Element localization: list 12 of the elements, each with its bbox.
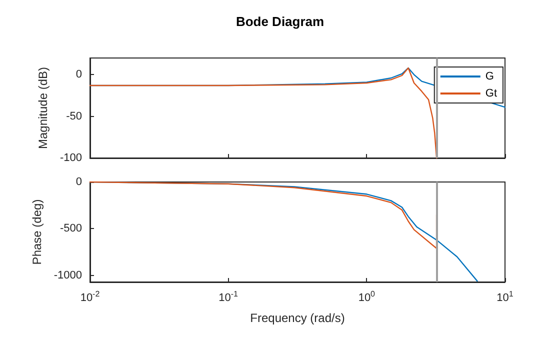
chart-title: Bode Diagram <box>236 14 324 29</box>
y-tick-label: 0 <box>76 176 82 188</box>
y-tick-label: -500 <box>60 222 82 235</box>
y-tick-label: -100 <box>60 152 82 164</box>
y-tick-label: -50 <box>66 110 82 122</box>
y-tick-label: -1000 <box>54 269 82 282</box>
legend-label: G <box>485 70 494 82</box>
y-axis-title: Phase (deg) <box>30 199 44 265</box>
y-axis-title: Magnitude (dB) <box>36 66 50 150</box>
y-tick-label: 0 <box>76 68 82 81</box>
legend-label: Gt <box>485 88 498 100</box>
x-axis-title: Frequency (rad/s) <box>250 311 345 325</box>
